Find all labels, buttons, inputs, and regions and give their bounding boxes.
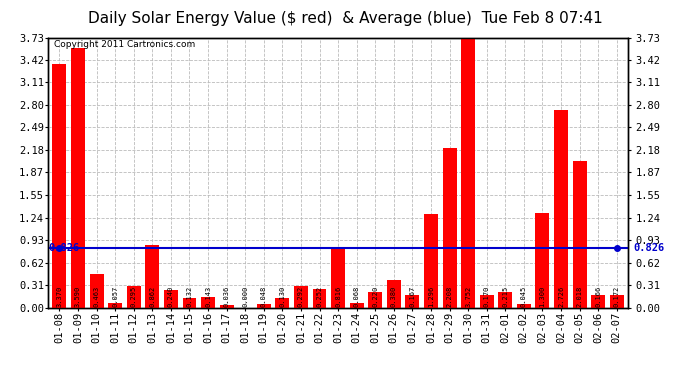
Bar: [368, 292, 382, 308]
Text: 2.726: 2.726: [558, 286, 564, 307]
Bar: [146, 245, 159, 308]
Text: 0.068: 0.068: [354, 286, 359, 307]
Text: 0.045: 0.045: [521, 286, 527, 307]
Text: 2.018: 2.018: [577, 286, 582, 307]
Text: 0.166: 0.166: [595, 286, 601, 307]
Text: Copyright 2011 Cartronics.com: Copyright 2011 Cartronics.com: [54, 40, 195, 49]
Text: 0.240: 0.240: [168, 286, 174, 307]
Text: 0.215: 0.215: [502, 286, 509, 307]
Text: 0.167: 0.167: [409, 286, 415, 307]
Text: 3.590: 3.590: [75, 286, 81, 307]
Bar: [331, 248, 345, 308]
Text: 0.057: 0.057: [112, 286, 118, 307]
Text: 0.036: 0.036: [224, 286, 230, 307]
Text: 0.816: 0.816: [335, 286, 341, 307]
Bar: [219, 305, 234, 308]
Text: 0.862: 0.862: [149, 286, 155, 307]
Bar: [610, 295, 624, 307]
Text: 0.172: 0.172: [613, 286, 620, 307]
Bar: [201, 297, 215, 307]
Text: 0.826: 0.826: [48, 243, 79, 253]
Bar: [294, 286, 308, 308]
Text: 0.463: 0.463: [94, 286, 99, 307]
Bar: [183, 298, 197, 307]
Bar: [480, 295, 493, 307]
Bar: [573, 161, 586, 308]
Text: 3.370: 3.370: [57, 286, 63, 307]
Bar: [498, 292, 512, 308]
Text: 0.220: 0.220: [372, 286, 378, 307]
Bar: [554, 110, 568, 308]
Text: 0.380: 0.380: [391, 286, 397, 307]
Text: 0.292: 0.292: [298, 286, 304, 307]
Text: 2.208: 2.208: [446, 286, 453, 307]
Bar: [164, 290, 178, 308]
Text: Daily Solar Energy Value ($ red)  & Average (blue)  Tue Feb 8 07:41: Daily Solar Energy Value ($ red) & Avera…: [88, 11, 602, 26]
Text: 0.130: 0.130: [279, 286, 286, 307]
Bar: [424, 214, 438, 308]
Text: 0.826: 0.826: [633, 243, 665, 253]
Bar: [52, 63, 66, 308]
Bar: [71, 48, 85, 308]
Bar: [313, 289, 326, 308]
Bar: [442, 148, 457, 308]
Bar: [257, 304, 270, 307]
Bar: [90, 274, 104, 308]
Bar: [461, 36, 475, 308]
Text: 1.296: 1.296: [428, 286, 434, 307]
Bar: [108, 303, 122, 307]
Bar: [387, 280, 401, 308]
Text: 0.143: 0.143: [205, 286, 211, 307]
Bar: [591, 296, 605, 307]
Bar: [406, 296, 420, 307]
Text: 0.295: 0.295: [130, 286, 137, 307]
Text: 0.000: 0.000: [242, 286, 248, 307]
Bar: [127, 286, 141, 308]
Text: 1.300: 1.300: [540, 286, 546, 307]
Text: 0.048: 0.048: [261, 286, 267, 307]
Bar: [275, 298, 289, 307]
Text: 0.132: 0.132: [186, 286, 193, 307]
Bar: [535, 213, 549, 308]
Text: 0.252: 0.252: [317, 286, 322, 307]
Text: 3.752: 3.752: [465, 286, 471, 307]
Bar: [517, 304, 531, 307]
Text: 0.170: 0.170: [484, 286, 490, 307]
Bar: [350, 303, 364, 307]
